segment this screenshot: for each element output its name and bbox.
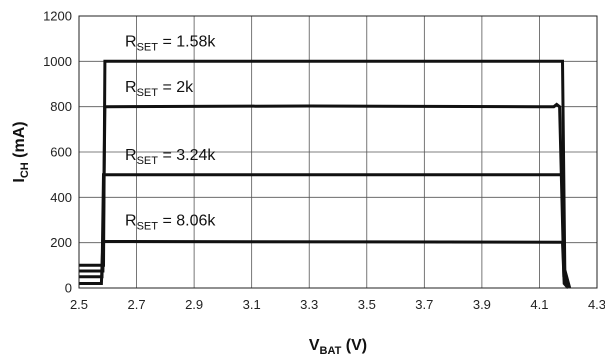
x-tick-label: 3.9	[473, 297, 491, 312]
x-tick-label: 3.5	[358, 297, 376, 312]
x-tick-label: 4.3	[588, 297, 605, 312]
y-tick-label: 0	[65, 281, 72, 296]
x-tick-label: 4.1	[530, 297, 548, 312]
x-tick-label: 2.5	[70, 297, 88, 312]
y-tick-label: 800	[50, 99, 72, 114]
x-axis-label-sub: BAT	[320, 345, 342, 357]
y-tick-label: 1000	[43, 54, 72, 69]
series-label-sub: SET	[137, 221, 159, 233]
series-label-value: = 8.06k	[158, 213, 216, 230]
grid-lines	[78, 15, 598, 289]
y-axis-label-main: I	[11, 178, 28, 182]
series-label-main: R	[125, 213, 137, 230]
x-tick-labels: 2.5 2.7 2.9 3.1 3.3 3.5 3.7 3.9 4.1 4.3	[70, 297, 605, 312]
y-tick-label: 400	[50, 190, 72, 205]
plot-frame	[78, 15, 598, 289]
series-label-main: R	[125, 79, 137, 96]
series-label-main: R	[125, 34, 137, 51]
y-tick-label: 1200	[43, 9, 72, 24]
x-axis-label-suffix: (V)	[341, 337, 367, 354]
y-tick-label: 600	[50, 145, 72, 160]
y-axis-label-sub: CH	[19, 162, 31, 178]
series-label-value: = 2k	[158, 79, 194, 96]
x-tick-label: 2.7	[128, 297, 146, 312]
x-axis-label-main: V	[309, 337, 320, 354]
series-lines	[79, 59, 572, 289]
y-axis-label-suffix: (mA)	[11, 121, 28, 162]
y-axis-label: ICH (mA)	[11, 121, 31, 182]
series-label-sub: SET	[137, 87, 159, 99]
series-label: RSET = 3.24k	[125, 147, 216, 167]
series-label: RSET = 8.06k	[125, 213, 216, 233]
series-label: RSET = 2k	[125, 79, 194, 99]
y-tick-labels: 0 200 400 600 800 1000 1200	[43, 9, 72, 296]
series-label-value: = 3.24k	[158, 147, 216, 164]
series-label-sub: SET	[137, 155, 159, 167]
x-tick-label: 3.1	[243, 297, 261, 312]
x-axis-label: VBAT (V)	[309, 337, 367, 357]
x-tick-label: 2.9	[185, 297, 203, 312]
x-tick-label: 3.3	[300, 297, 318, 312]
series-label-value: = 1.58k	[158, 34, 216, 51]
series-line	[79, 239, 570, 289]
y-tick-label: 200	[50, 235, 72, 250]
x-tick-label: 3.7	[415, 297, 433, 312]
series-label-main: R	[125, 147, 137, 164]
series-label-sub: SET	[137, 42, 159, 54]
series-label: RSET = 1.58k	[125, 34, 216, 54]
series-line	[79, 102, 570, 289]
